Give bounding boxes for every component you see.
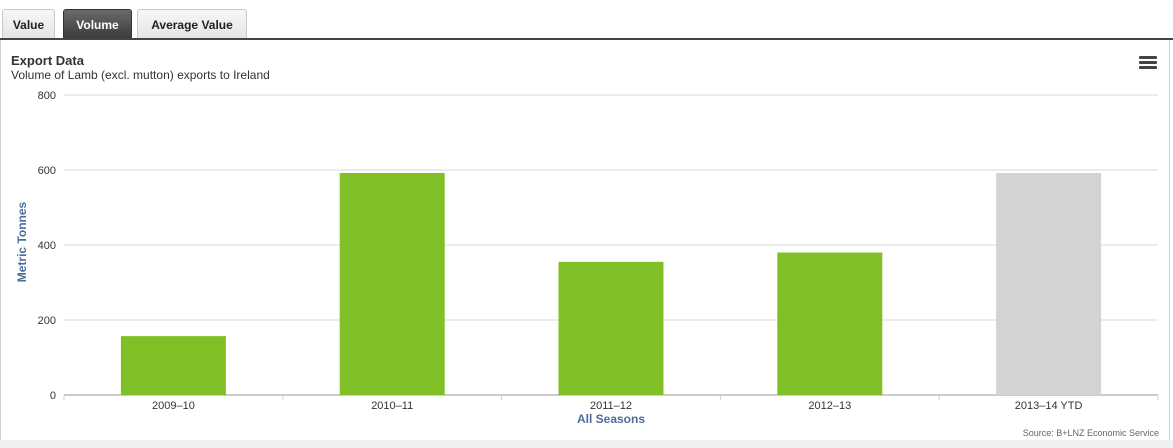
tab-value[interactable]: Value (2, 9, 55, 39)
x-tick-label: 2010–11 (371, 400, 413, 412)
x-tick-label: 2009–10 (152, 400, 195, 412)
y-tick-label: 600 (38, 165, 56, 177)
bar (558, 261, 664, 395)
y-tick-label: 0 (50, 390, 56, 402)
x-tick-label: 2012–13 (808, 400, 851, 412)
chart-title: Export Data (11, 53, 84, 68)
hamburger-menu-icon[interactable] (1139, 56, 1157, 70)
bar (777, 252, 883, 395)
x-axis-title: All Seasons (576, 412, 646, 426)
bar (120, 336, 226, 395)
tab-average-value[interactable]: Average Value (137, 9, 247, 39)
bar (339, 173, 445, 395)
tab-volume[interactable]: Volume (63, 9, 132, 39)
footer-strip (0, 440, 1173, 448)
y-tick-label: 200 (38, 315, 56, 327)
bar (996, 173, 1102, 395)
y-axis-title: Metric Tonnes (15, 201, 29, 283)
tab-divider (0, 38, 1173, 40)
tab-bar: Value Volume Average Value (0, 0, 1173, 40)
y-tick-label: 400 (38, 240, 56, 252)
source-credit: Source: B+LNZ Economic Service (1022, 428, 1159, 438)
y-tick-label: 800 (38, 90, 56, 102)
x-tick-label: 2011–12 (590, 400, 632, 412)
chart-subtitle: Volume of Lamb (excl. mutton) exports to… (11, 68, 270, 82)
x-tick-label: 2013–14 YTD (1015, 400, 1083, 412)
